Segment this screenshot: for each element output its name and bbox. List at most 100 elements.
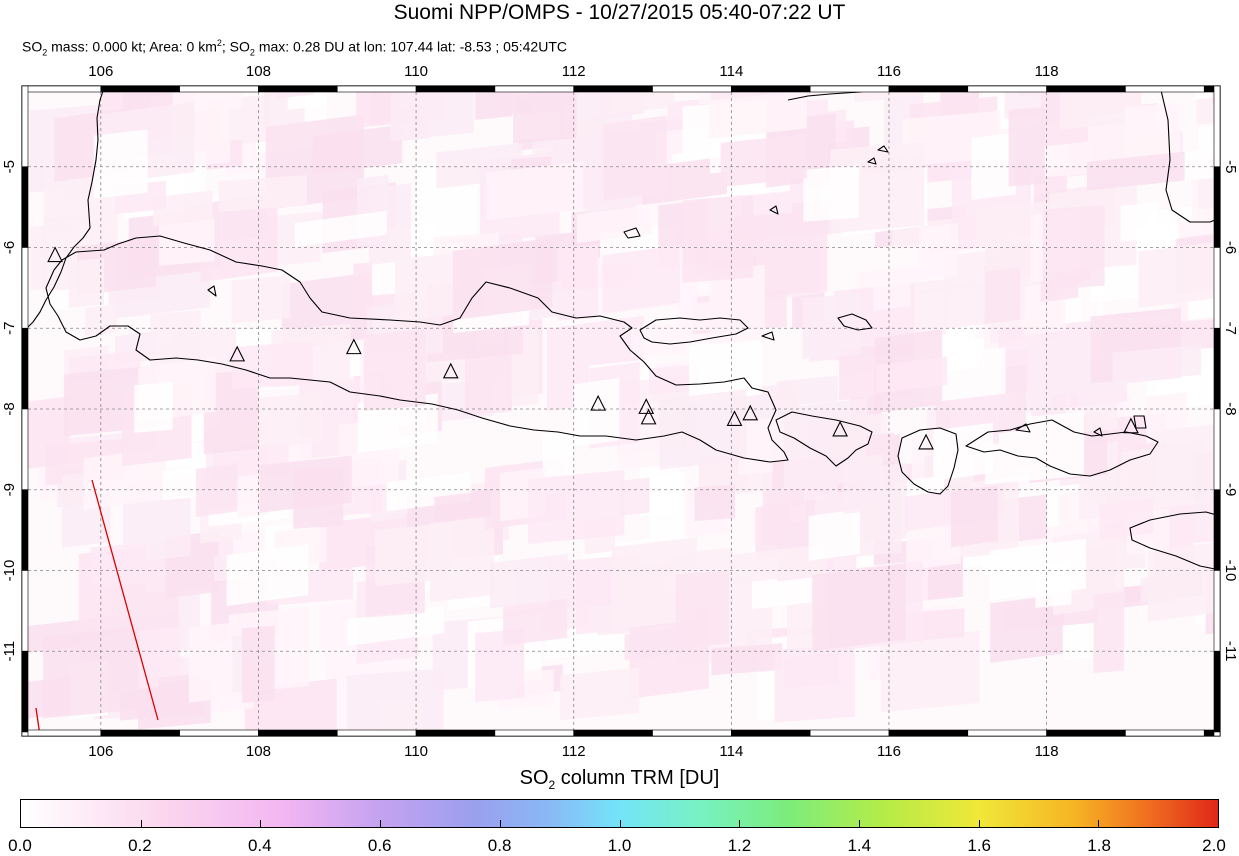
frame-segment: [21, 85, 29, 168]
so2-pixel: [631, 323, 685, 358]
so2-pixel: [294, 210, 387, 248]
lon-tick-label-top: 116: [877, 63, 901, 80]
so2-pixel: [1084, 402, 1118, 432]
so2-pixel: [1148, 0, 1195, 23]
volcano-markers: [47, 246, 1139, 450]
so2-pixel: [93, 129, 148, 199]
frame-segment: [100, 85, 180, 93]
so2-pixel: [603, 115, 667, 201]
so2-pixel: [1214, 14, 1239, 59]
so2-pixel: [1138, 241, 1218, 308]
frame-segment: [258, 729, 338, 737]
so2-pixel: [390, 86, 474, 142]
so2-pixel: [720, 133, 808, 188]
so2-pixel: [557, 244, 599, 321]
so2-pixel: [620, 477, 651, 516]
volcano-icon: [229, 345, 246, 362]
so2-pixel: [68, 258, 104, 309]
frame-segment: [573, 729, 653, 737]
so2-pixel: [162, 467, 202, 501]
so2-pixel: [952, 7, 1044, 44]
frame-segment: [573, 85, 653, 93]
so2-pixel: [984, 260, 1021, 325]
so2-pixel: [1213, 0, 1239, 7]
frame-segment: [415, 85, 496, 93]
lat-tick-label-left: -11: [1, 641, 18, 662]
so2-pixel: [134, 381, 173, 433]
so2-pixel: [486, 161, 584, 221]
lon-tick-label-bottom: 112: [562, 743, 586, 760]
so2-pixel: [218, 175, 307, 212]
so2-pixel: [1099, 498, 1154, 540]
colorbar: [20, 799, 1219, 828]
sumatra-coast: [22, 87, 105, 334]
colorbar-tick-label: 0.2: [128, 836, 152, 855]
volcano-icon: [640, 408, 657, 425]
lat-lon-grid: [22, 86, 1220, 736]
colorbar-tick-label: 0.4: [247, 836, 272, 855]
lon-tick-label-top: 106: [88, 63, 113, 80]
so2-pixel: [559, 667, 640, 721]
so2-pixel: [368, 183, 411, 266]
so2-pixel: [1165, 4, 1208, 35]
so2-pixel: [682, 195, 754, 283]
so2-pixel: [188, 622, 233, 703]
so2-pixel: [1137, 0, 1170, 20]
so2-pixel: [203, 368, 259, 455]
sumbawa-coast: [965, 419, 1159, 477]
so2-pixel: [764, 0, 863, 41]
frame-segment: [415, 729, 496, 737]
axis-tick-labels: 106 106 108 108 110 110 112 112 114 114 116 116 118 1…: [1, 63, 1239, 760]
frame-segment: [21, 408, 29, 491]
so2-pixel: [679, 301, 711, 332]
lon-tick-label-top: 114: [719, 63, 743, 80]
so2-pixel: [1086, 151, 1185, 191]
so2-pixel: [1015, 17, 1104, 77]
java-coast: [45, 235, 789, 463]
so2-pixel: [434, 490, 492, 523]
lat-tick-label-right: -10: [1222, 560, 1239, 582]
map-title: Suomi NPP/OMPS - 10/27/2015 05:40-07:22 …: [393, 1, 846, 24]
so2-pixel: [1162, 0, 1201, 75]
lat-tick-label-right: -5: [1222, 160, 1239, 173]
so2-pixel: [513, 89, 577, 144]
colorbar-title: SO2 column TRM [DU]: [519, 767, 720, 792]
so2-pixel: [1111, 34, 1167, 83]
lat-tick-label-right: -9: [1222, 483, 1239, 496]
so2-pixel: [808, 509, 861, 561]
lon-tick-label-bottom: 118: [1035, 743, 1059, 760]
so2-pixel: [1125, 102, 1174, 169]
frame-segment: [21, 327, 29, 410]
frame-segment: [1046, 85, 1126, 93]
volcano-icon: [1123, 417, 1139, 434]
so2-pixel: [649, 364, 700, 395]
colorbar-tick: [739, 820, 741, 827]
colorbar-tick: [380, 820, 382, 827]
so2-pixel: [989, 21, 1034, 66]
frame-segment: [21, 489, 29, 571]
so2-pixel: [912, 0, 943, 47]
frame-segment: [258, 85, 338, 93]
lat-tick-label-left: -7: [1, 322, 18, 335]
so2-pixel: [452, 238, 553, 321]
lat-tick-label-left: -5: [1, 160, 18, 173]
frame-segment: [21, 570, 29, 652]
volcano-icon: [442, 362, 459, 379]
frame-segment: [1125, 85, 1205, 93]
so2-map: 106 106 108 108 110 110 112 112 114 114 116 116 118 1…: [1, 0, 1239, 760]
so2-pixel: [287, 86, 323, 110]
volcano-icon: [742, 404, 759, 421]
so2-pixel: [1112, 345, 1202, 383]
frame-segment: [731, 729, 811, 737]
lat-tick-label-left: -8: [1, 402, 18, 415]
so2-pixel: [919, 223, 958, 281]
lon-tick-label-bottom: 106: [88, 743, 113, 760]
so2-pixel: [727, 544, 826, 585]
so2-pixel: [649, 471, 685, 560]
so2-pixel: [312, 124, 403, 175]
so2-pixel: [876, 356, 948, 394]
lat-tick-label-right: -7: [1222, 322, 1239, 335]
so2-pixel: [818, 17, 880, 55]
so2-pixel: [695, 1, 763, 40]
so2-pixel: [1171, 6, 1239, 73]
